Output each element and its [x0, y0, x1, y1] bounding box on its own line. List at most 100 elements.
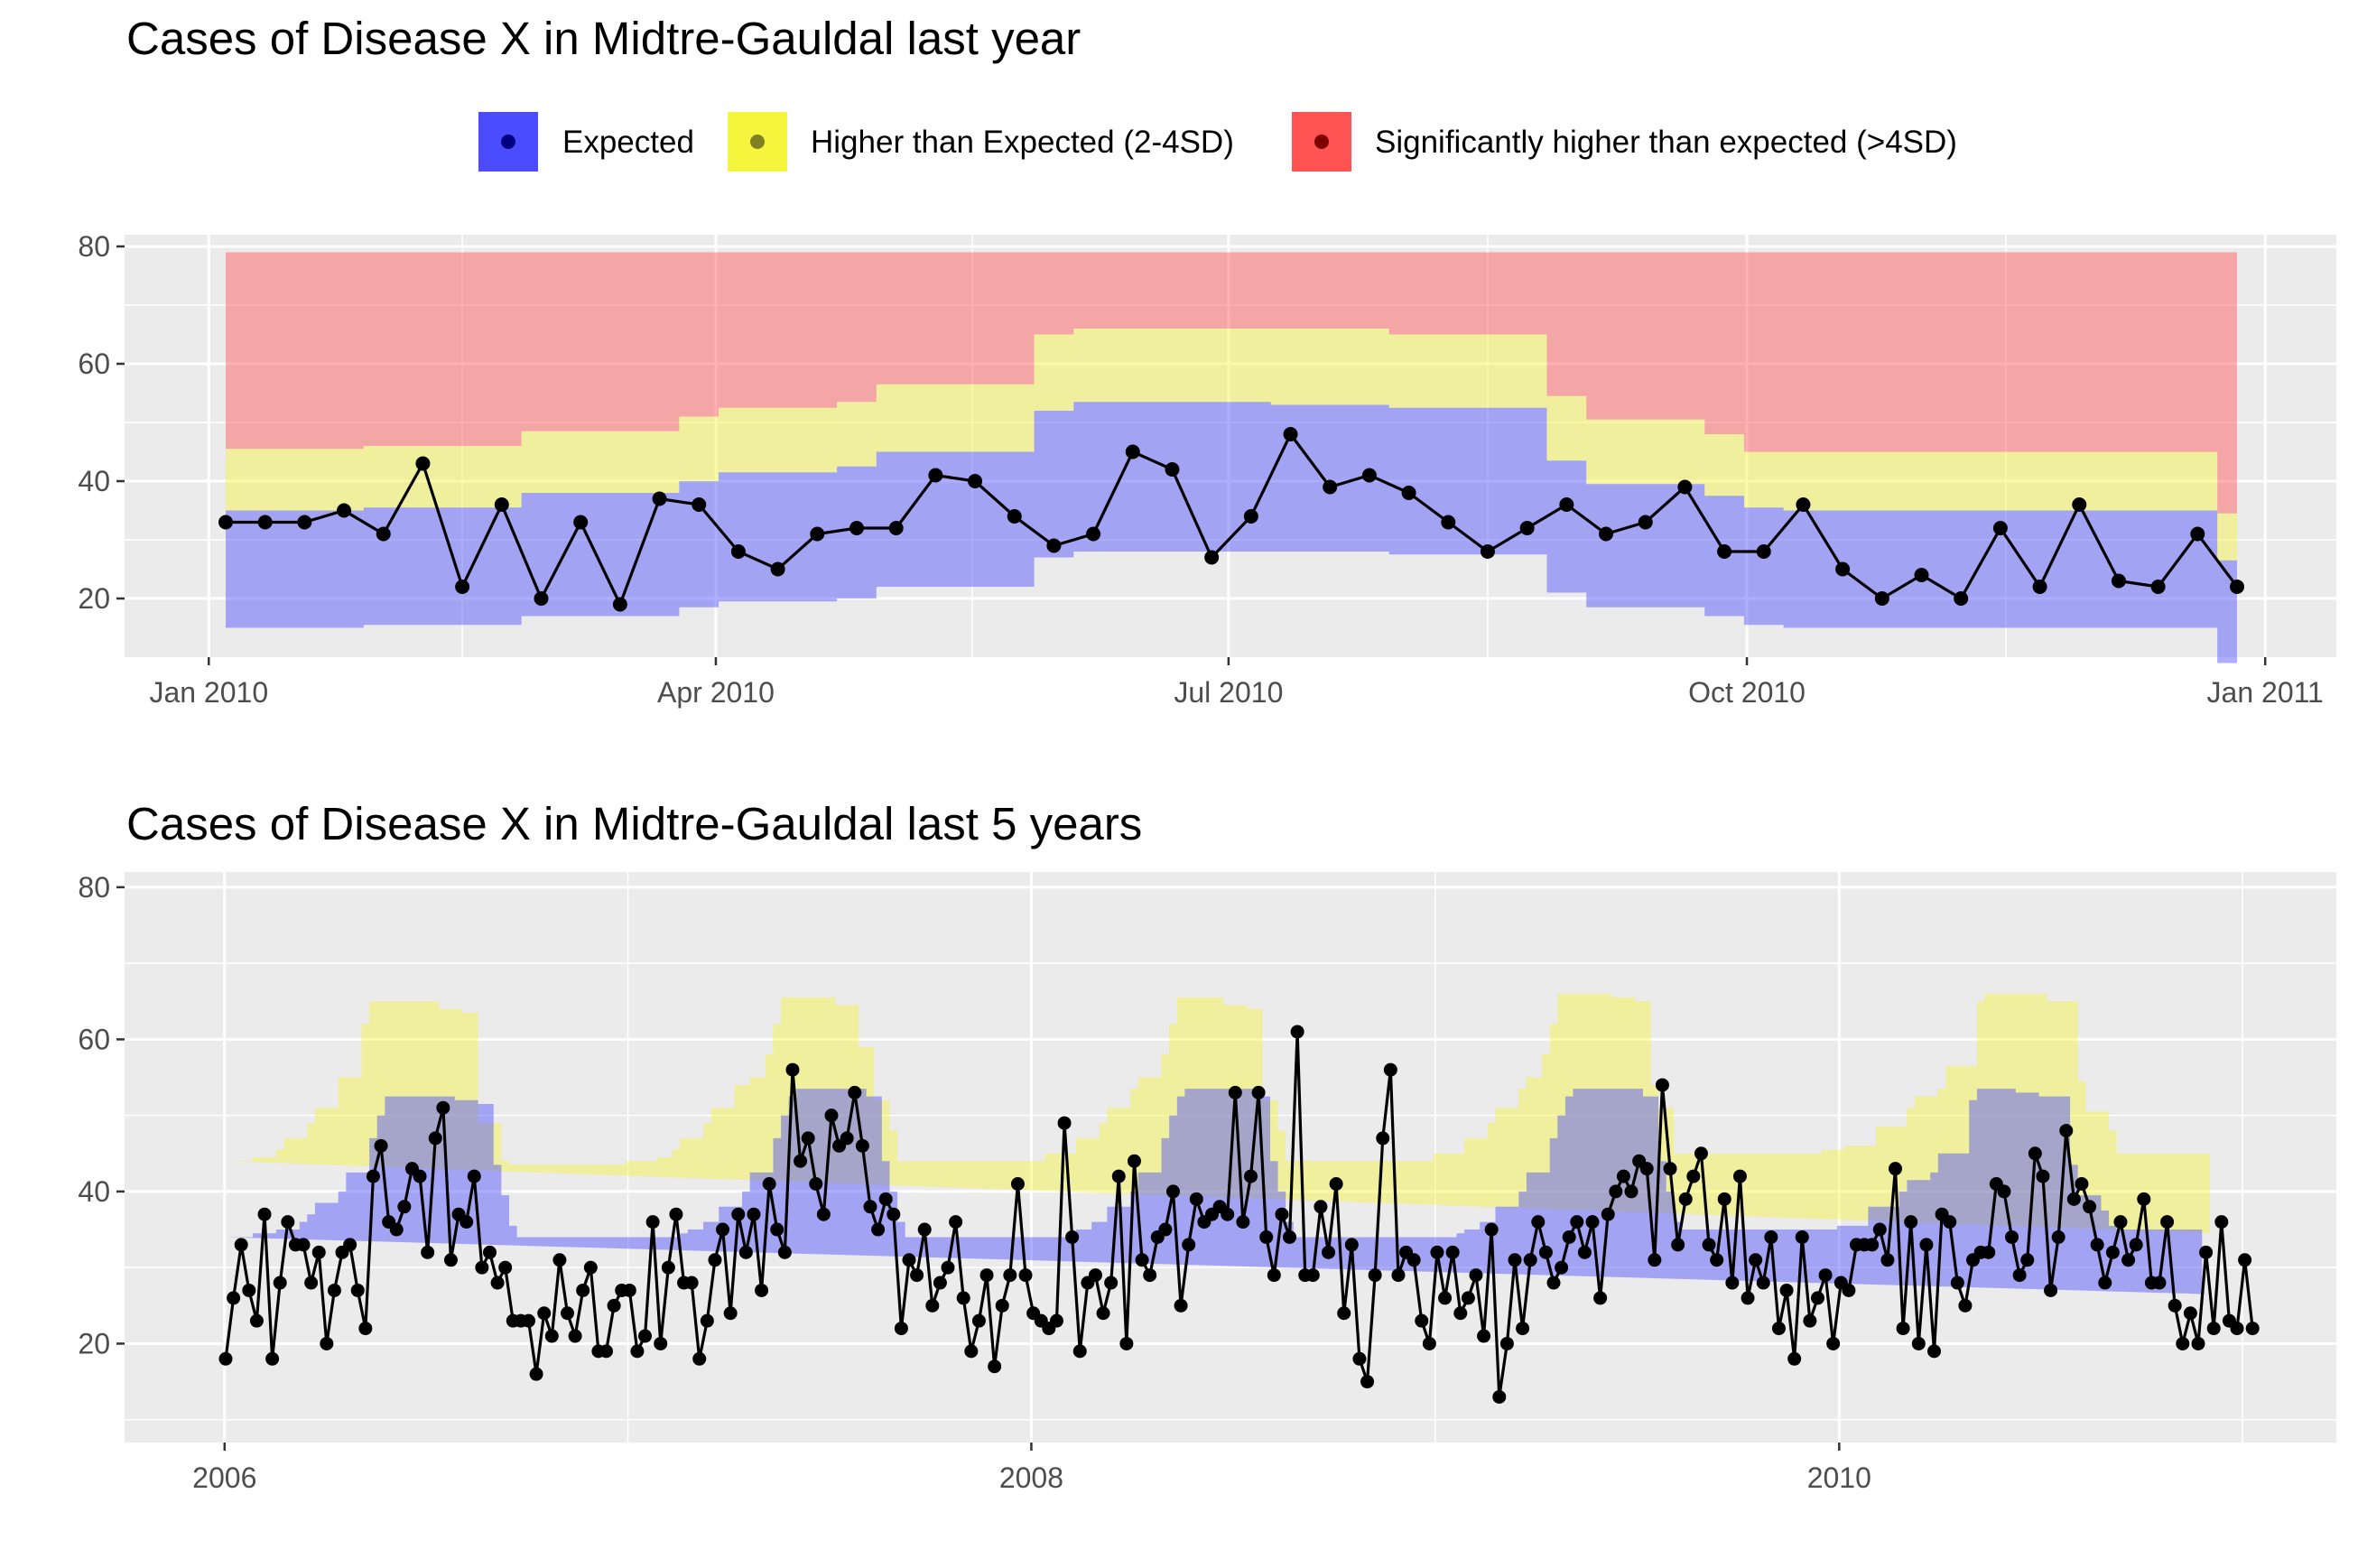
data-point: [534, 591, 549, 606]
data-point: [1499, 1336, 1514, 1350]
data-point: [794, 1154, 808, 1168]
data-point: [1842, 1283, 1856, 1297]
data-point: [1756, 544, 1771, 559]
data-point: [1445, 1245, 1460, 1259]
data-point: [762, 1176, 776, 1191]
data-point: [1585, 1215, 1600, 1229]
data-point: [669, 1207, 683, 1221]
data-point: [801, 1131, 815, 1146]
data-point: [1593, 1291, 1608, 1305]
data-point: [723, 1306, 738, 1321]
data-point: [1694, 1146, 1708, 1161]
data-point: [537, 1306, 552, 1321]
data-point: [777, 1245, 792, 1259]
y-tick-label: 20: [78, 582, 110, 615]
data-point: [2168, 1298, 2182, 1313]
data-point: [1010, 1176, 1025, 1191]
data-point: [770, 561, 785, 577]
data-point: [2012, 1268, 2027, 1283]
data-point: [1616, 1169, 1630, 1183]
data-point: [1441, 515, 1456, 530]
legend-dot-0: [501, 135, 515, 149]
chart-panel-last-year: 20 40 60 80 Jan 2010 Apr 2010 Jul 2010 Oct 2010…: [78, 230, 2336, 709]
data-point: [1323, 479, 1338, 495]
data-point: [2191, 1336, 2205, 1350]
data-point: [1430, 1245, 1444, 1259]
data-point: [1228, 1085, 1242, 1099]
data-point: [968, 474, 983, 488]
data-point: [599, 1344, 614, 1359]
data-point: [1677, 479, 1693, 495]
x-tick-label: 2010: [1807, 1461, 1871, 1494]
data-point: [1732, 1169, 1747, 1183]
legend-label-2: Significantly higher than expected (>4SD…: [1375, 125, 1957, 160]
data-point: [1810, 1291, 1824, 1305]
data-point: [1609, 1184, 1623, 1199]
data-point: [692, 497, 707, 512]
data-point: [622, 1283, 636, 1297]
data-point: [1283, 427, 1298, 441]
x-tick-label: Jan 2011: [2207, 676, 2324, 709]
data-point: [1710, 1253, 1724, 1267]
data-point: [1771, 1322, 1786, 1336]
data-point: [1678, 1192, 1693, 1206]
data-point: [971, 1313, 986, 1328]
data-point: [494, 497, 509, 512]
data-point: [941, 1260, 955, 1275]
data-point: [1119, 1336, 1134, 1350]
data-point: [1992, 521, 2008, 535]
band-expected: [226, 402, 2237, 663]
y-tick-label: 80: [78, 871, 110, 904]
data-point: [849, 521, 864, 535]
data-point: [979, 1268, 994, 1283]
data-point: [1787, 1351, 1802, 1366]
data-point: [2206, 1322, 2221, 1336]
data-point: [1275, 1207, 1289, 1221]
data-point: [700, 1313, 714, 1328]
data-point: [2090, 1238, 2104, 1252]
chart-panel-last-5-years: 20 40 60 80 2006 2008 2010: [78, 871, 2336, 1494]
data-point: [1018, 1268, 1033, 1283]
data-point: [1570, 1215, 1584, 1229]
data-point: [1896, 1322, 1910, 1336]
data-point: [840, 1131, 854, 1146]
data-point: [428, 1131, 442, 1146]
data-point: [1314, 1200, 1328, 1214]
data-point: [1329, 1176, 1343, 1191]
data-point: [1415, 1313, 1429, 1328]
data-point: [1189, 1192, 1203, 1206]
data-point: [1865, 1238, 1880, 1252]
data-point: [1204, 550, 1220, 565]
y-tick-label: 40: [78, 465, 110, 497]
data-point: [871, 1222, 886, 1237]
data-point: [2059, 1124, 2074, 1138]
data-point: [2075, 1176, 2089, 1191]
data-point: [1601, 1207, 1615, 1221]
data-point: [1391, 1268, 1406, 1283]
data-point: [1221, 1207, 1235, 1221]
x-tick-label: Oct 2010: [1688, 676, 1806, 709]
data-point: [281, 1215, 295, 1229]
data-point: [956, 1291, 970, 1305]
data-point: [2111, 573, 2126, 589]
data-point: [1086, 526, 1101, 542]
data-point: [1267, 1268, 1281, 1283]
data-point: [2160, 1215, 2175, 1229]
y-tick-label: 60: [78, 1023, 110, 1055]
data-point: [552, 1253, 567, 1267]
data-point: [389, 1222, 404, 1237]
data-point: [1796, 497, 1811, 512]
data-point: [855, 1138, 869, 1153]
data-point: [1236, 1215, 1250, 1229]
data-point: [684, 1276, 699, 1290]
data-point: [529, 1367, 543, 1381]
data-point: [1624, 1184, 1639, 1199]
x-tick-label: 2006: [192, 1461, 256, 1494]
data-point: [1360, 1375, 1375, 1389]
data-point: [521, 1313, 535, 1328]
data-point: [2245, 1322, 2260, 1336]
data-point: [661, 1260, 675, 1275]
data-point: [630, 1344, 645, 1359]
y-tick-label: 60: [78, 348, 110, 380]
data-point: [1741, 1291, 1755, 1305]
